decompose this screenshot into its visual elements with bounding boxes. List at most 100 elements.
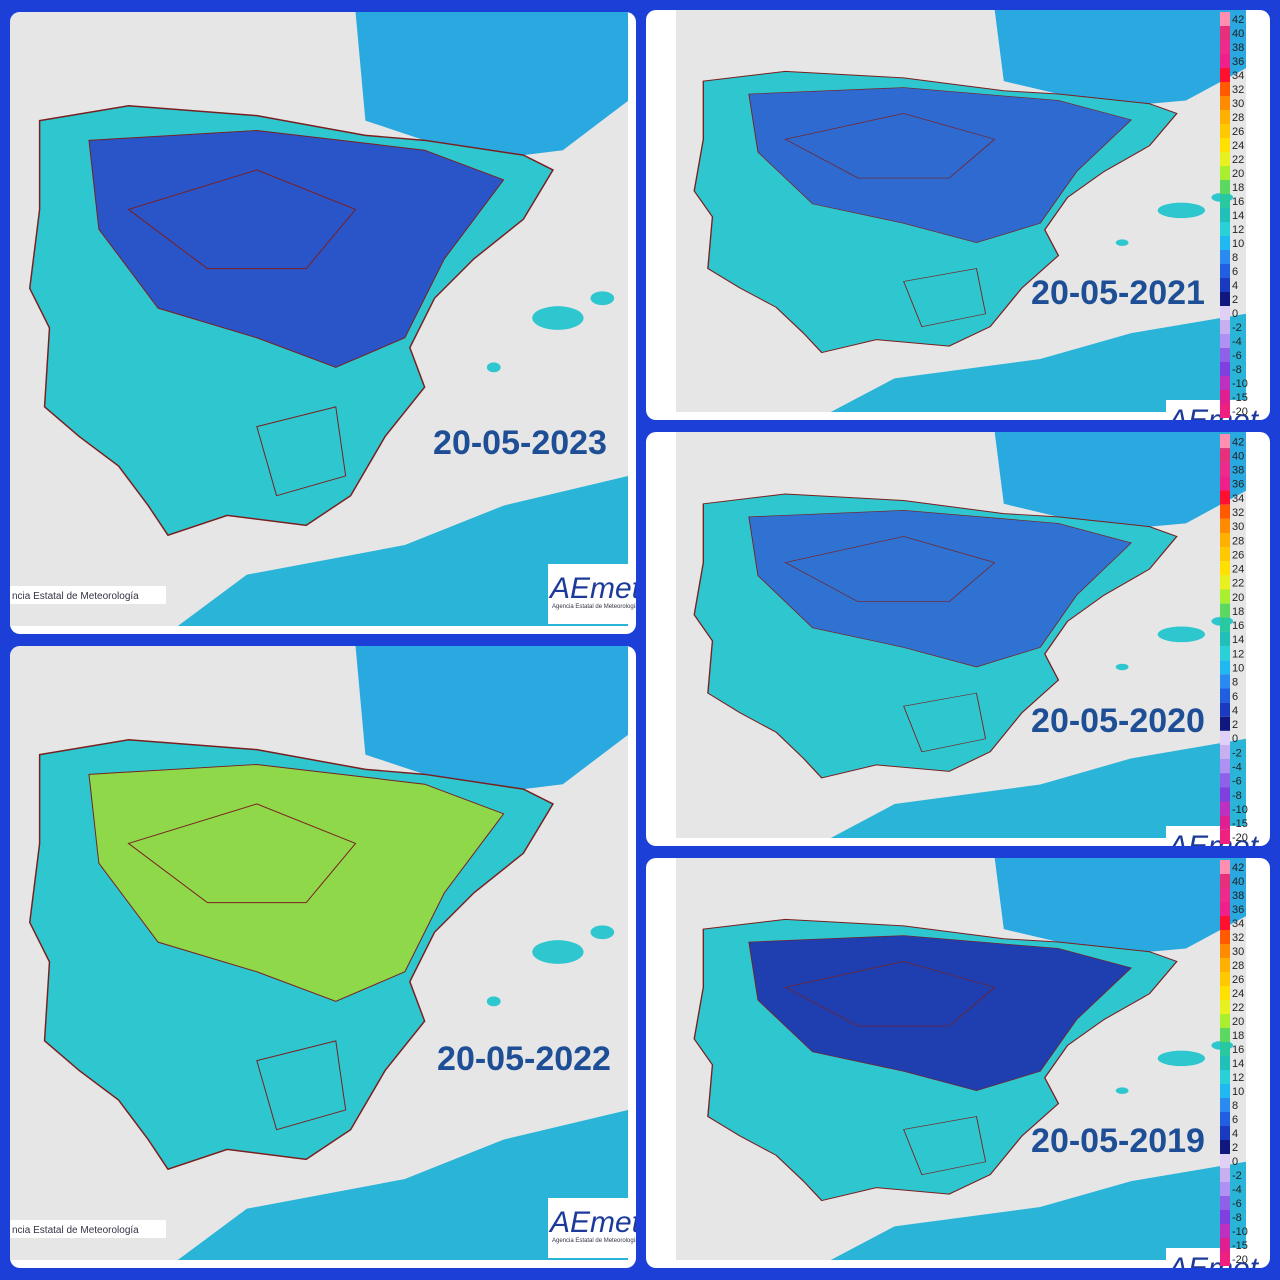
legend-label: 28 (1232, 112, 1244, 124)
legend-swatch (1220, 1224, 1230, 1238)
logo-box (1166, 826, 1252, 846)
legend-label: 34 (1232, 493, 1244, 505)
legend-swatch (1220, 82, 1230, 96)
legend-swatch (1220, 716, 1230, 731)
legend-swatch (1220, 1238, 1230, 1252)
date-label: 20-05-2020 (1031, 702, 1205, 740)
legend-swatch (1220, 404, 1230, 418)
legend-label: 4 (1232, 280, 1238, 292)
legend-label: -10 (1232, 1226, 1248, 1238)
legend-label: 30 (1232, 946, 1244, 958)
legend-swatch (1220, 902, 1230, 916)
legend-swatch (1220, 1182, 1230, 1196)
legend-label: 6 (1232, 1114, 1238, 1126)
legend-swatch (1220, 180, 1230, 194)
legend-swatch (1220, 68, 1230, 82)
legend-label: 12 (1232, 224, 1244, 236)
legend-swatch (1220, 236, 1230, 250)
legend-swatch (1220, 1210, 1230, 1224)
legend-label: 32 (1232, 507, 1244, 519)
legend-swatch (1220, 547, 1230, 562)
legend-label: -8 (1232, 1212, 1242, 1224)
legend-swatch (1220, 362, 1230, 376)
legend-label: -10 (1232, 378, 1248, 390)
legend-label: 38 (1232, 42, 1244, 54)
legend-label: -10 (1232, 804, 1248, 816)
legend-label: 22 (1232, 154, 1244, 166)
legend-swatch (1220, 702, 1230, 717)
legend-label: 0 (1232, 1156, 1238, 1168)
legend-label: 16 (1232, 1044, 1244, 1056)
legend-swatch (1220, 745, 1230, 760)
legend-label: 2 (1232, 1142, 1238, 1154)
legend-label: 34 (1232, 70, 1244, 82)
legend-swatch (1220, 958, 1230, 972)
legend-label: 10 (1232, 663, 1244, 675)
legend-label: 42 (1232, 14, 1244, 26)
legend-label: 8 (1232, 252, 1238, 264)
legend-swatch (1220, 1084, 1230, 1098)
legend-swatch (1220, 603, 1230, 618)
legend-swatch (1220, 815, 1230, 830)
legend-label: 14 (1232, 634, 1244, 646)
map-panel: 20-05-2019AEmet4240383634323028262422201… (646, 858, 1270, 1268)
legend-swatch (1220, 730, 1230, 746)
legend-swatch (1220, 1014, 1230, 1028)
legend-label: 36 (1232, 56, 1244, 68)
footer-bg (10, 1220, 166, 1238)
legend-swatch (1220, 646, 1230, 661)
legend-swatch (1220, 124, 1230, 138)
map-panel: 20-05-2021AEmet4240383634323028262422201… (646, 10, 1270, 420)
legend-swatch (1220, 448, 1230, 463)
legend-swatch (1220, 660, 1230, 675)
legend-swatch (1220, 306, 1230, 320)
legend-swatch (1220, 617, 1230, 632)
legend-swatch (1220, 1112, 1230, 1126)
legend-label: 24 (1232, 140, 1244, 152)
map-area: 20-05-2020AEmet4240383634323028262422201… (676, 432, 1260, 863)
legend-label: 0 (1232, 733, 1238, 745)
map (676, 432, 1246, 838)
legend-swatch (1220, 278, 1230, 292)
logo: AEmet (548, 1206, 642, 1239)
legend-label: 42 (1232, 436, 1244, 448)
legend-swatch (1220, 1168, 1230, 1182)
date-label: 20-05-2023 (433, 424, 607, 462)
legend-label: -6 (1232, 776, 1242, 788)
legend-swatch (1220, 829, 1230, 844)
legend-label: 2 (1232, 719, 1238, 731)
legend-swatch (1220, 376, 1230, 390)
legend-swatch (1220, 12, 1230, 26)
legend-label: 6 (1232, 691, 1238, 703)
legend-label: 26 (1232, 549, 1244, 561)
legend-swatch (1220, 26, 1230, 40)
legend-swatch (1220, 759, 1230, 774)
legend-label: 40 (1232, 28, 1244, 40)
logo: AEmet (1166, 830, 1260, 863)
legend-label: -15 (1232, 392, 1248, 404)
legend-label: -4 (1232, 336, 1242, 348)
legend-label: 16 (1232, 196, 1244, 208)
footer: ncia Estatal de Meteorología (12, 591, 139, 602)
legend-label: 18 (1232, 182, 1244, 194)
legend-swatch (1220, 1028, 1230, 1042)
legend-label: 28 (1232, 535, 1244, 547)
legend-swatch (1220, 773, 1230, 788)
map (676, 10, 1246, 412)
legend-label: -2 (1232, 747, 1242, 759)
legend-swatch (1220, 874, 1230, 888)
legend-swatch (1220, 476, 1230, 491)
legend-swatch (1220, 334, 1230, 348)
legend-label: -15 (1232, 818, 1248, 830)
legend-label: 26 (1232, 974, 1244, 986)
date-label: 20-05-2019 (1031, 1122, 1205, 1160)
legend-label: 36 (1232, 479, 1244, 491)
legend-swatch (1220, 462, 1230, 477)
legend-label: 36 (1232, 904, 1244, 916)
logo: AEmet (548, 572, 642, 605)
legend-label: 12 (1232, 648, 1244, 660)
legend-label: 20 (1232, 1016, 1244, 1028)
